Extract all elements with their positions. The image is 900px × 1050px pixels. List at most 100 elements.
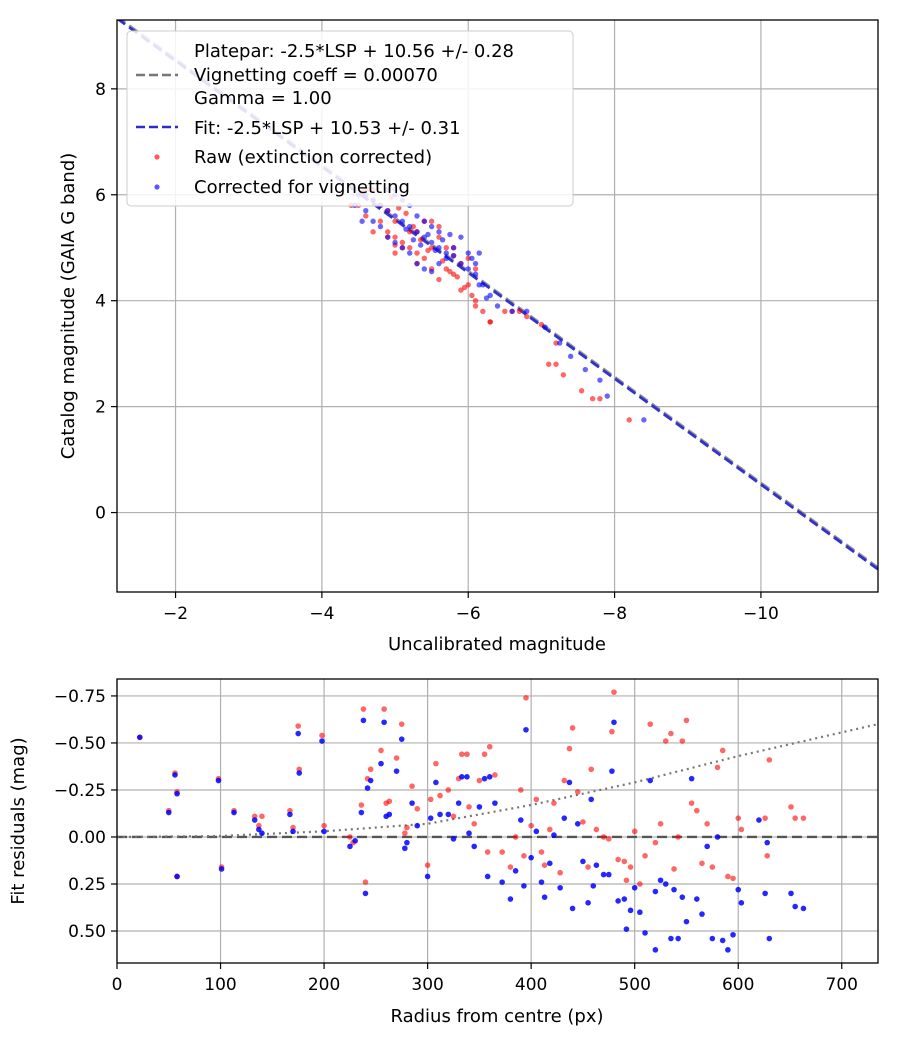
raw-residual-point [476, 777, 483, 784]
raw-residual-point [398, 721, 405, 727]
raw-point [392, 218, 398, 224]
raw-residual-point [714, 764, 721, 771]
corrected-point [641, 417, 647, 423]
raw-residual-point [679, 738, 686, 744]
corrected-residual-point [486, 774, 493, 780]
raw-point [363, 213, 369, 219]
corrected-point [428, 223, 435, 230]
raw-point [626, 417, 632, 423]
raw-point [472, 266, 479, 272]
residuals-x-tick-label: 300 [411, 975, 443, 995]
corrected-point [370, 218, 376, 224]
corrected-point [414, 260, 420, 267]
residuals-plot-grid [116, 679, 878, 963]
calibration-plot-frame [116, 19, 879, 593]
corrected-residual-point [445, 811, 452, 818]
raw-residual-point [730, 875, 736, 882]
raw-residual-point [321, 822, 327, 829]
raw-residual-point [538, 849, 545, 855]
corrected-residual-point [499, 879, 505, 885]
raw-residual-point [424, 862, 431, 868]
corrected-residual-point [561, 815, 568, 821]
corrected-residual-point [694, 896, 700, 902]
legend-item-raw: Raw (extinction corrected) [194, 147, 432, 168]
raw-point [516, 308, 523, 314]
raw-residual-point [445, 787, 452, 793]
raw-residual-point [404, 824, 410, 831]
residuals-x-tick-label: 400 [515, 975, 547, 995]
corrected-residual-point [464, 774, 470, 780]
corrected-point [494, 303, 501, 309]
corrected-point [465, 250, 471, 256]
corrected-residual-point [424, 873, 431, 880]
raw-point [421, 255, 428, 262]
corrected-residual-point [609, 768, 615, 774]
corrected-residual-point [546, 860, 553, 867]
corrected-residual-point [593, 862, 600, 868]
raw-residual-point [609, 728, 615, 735]
corrected-residual-point [256, 826, 262, 833]
raw-residual-point [393, 755, 400, 761]
raw-residual-point [541, 862, 548, 868]
residuals-plot: 0 100 200 300 400 500 600 700 −0.75 −0.50 −0.25 0.0… [8, 678, 879, 1027]
corrected-residual-point [792, 903, 798, 910]
vignetting-curve [117, 723, 878, 839]
corrected-residual-point [512, 868, 519, 874]
raw-point [392, 234, 398, 240]
corrected-residual-point [657, 877, 664, 884]
corrected-residual-point [492, 800, 498, 806]
raw-residual-point [512, 834, 519, 840]
residuals-y-tick-label: −0.75 [54, 687, 106, 707]
corrected-residual-point [218, 866, 225, 872]
corrected-point [604, 393, 610, 399]
raw-residual-point [621, 858, 628, 865]
corrected-residual-point [295, 730, 301, 737]
residuals-x-tick-label: 200 [308, 975, 340, 995]
calibration-x-tick-label: −6 [456, 604, 481, 624]
residuals-plot-ticks: 0 100 200 300 400 500 600 700 −0.75 −0.50 −0.25 0.0… [54, 687, 858, 995]
corrected-residual-point [756, 817, 762, 823]
corrected-point [385, 207, 391, 214]
raw-residual-point [699, 860, 705, 867]
corrected-point [509, 308, 515, 314]
raw-residual-point [642, 852, 648, 859]
raw-residual-point [381, 706, 387, 712]
corrected-residual-point [541, 894, 548, 900]
corrected-residual-point [764, 839, 771, 846]
corrected-residual-point [215, 777, 222, 784]
corrected-residual-point [631, 884, 638, 891]
raw-residual-point [800, 815, 807, 821]
residuals-y-axis-title: Fit residuals (mag) [8, 737, 29, 904]
corrected-residual-point [719, 937, 726, 944]
corrected-residual-point [714, 834, 721, 840]
corrected-point [556, 340, 563, 346]
raw-residual-point [585, 864, 591, 870]
corrected-residual-point [800, 905, 807, 912]
raw-residual-point [347, 834, 353, 840]
corrected-point [414, 229, 420, 235]
corrected-point [439, 237, 446, 243]
residuals-x-tick-label: 700 [826, 975, 858, 995]
raw-point [385, 229, 391, 235]
corrected-point [406, 250, 413, 256]
corrected-residual-point [709, 935, 716, 942]
legend-item-vignetting: Vignetting coeff = 0.00070 [194, 65, 438, 86]
raw-point [443, 245, 449, 251]
legend-item-corrected: Corrected for vignetting [194, 177, 410, 198]
corrected-point [421, 218, 428, 224]
corrected-point [403, 226, 409, 232]
corrected-point [443, 255, 449, 262]
corrected-residual-point [398, 736, 405, 742]
raw-point [461, 284, 468, 291]
corrected-point [428, 268, 435, 275]
raw-point [396, 205, 402, 211]
legend-box [126, 30, 574, 207]
residuals-x-axis-title: Radius from centre (px) [390, 1006, 603, 1027]
corrected-residual-point [652, 888, 659, 895]
corrected-residual-point [381, 719, 387, 726]
corrected-residual-point [367, 777, 374, 784]
raw-residual-point [694, 807, 700, 814]
raw-residual-point [481, 751, 488, 758]
corrected-point [417, 242, 424, 248]
